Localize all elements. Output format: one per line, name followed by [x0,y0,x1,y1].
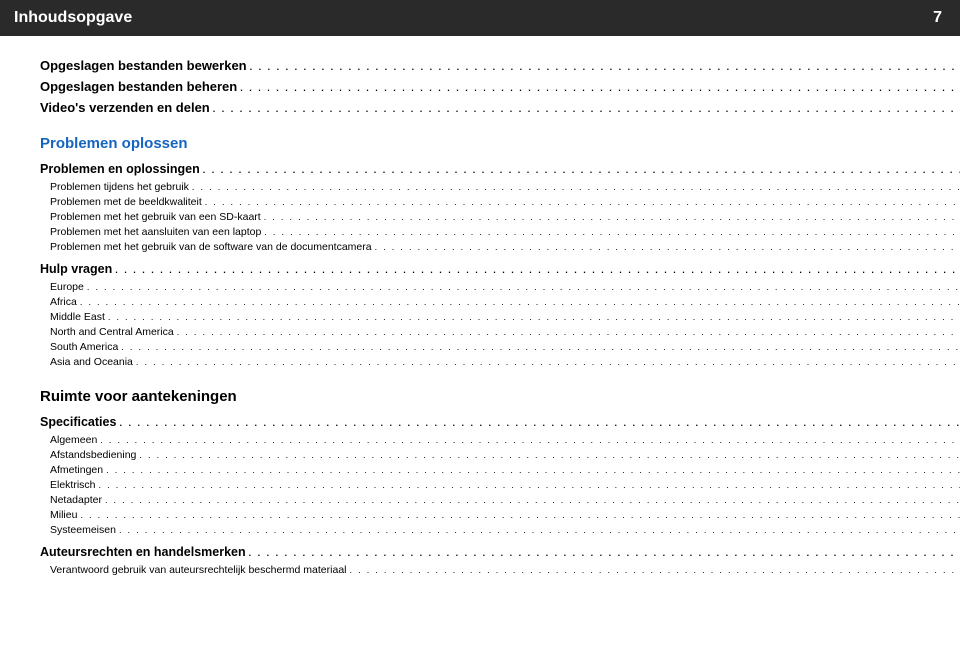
toc-label: Problemen met de beeldkwaliteit [50,196,202,208]
toc-label: Problemen met het aansluiten van een lap… [50,226,261,238]
toc-leader [372,242,960,252]
toc-leader [102,495,960,505]
toc-label: North and Central America [50,326,174,338]
toc-entry: Afmetingen 65 [40,464,960,476]
toc-entry: Systeemeisen 65 [40,524,960,536]
toc-label: Europe [50,281,84,293]
toc-entry: Algemeen 65 [40,434,960,446]
toc-leader [77,297,960,307]
toc-entry: Hulp vragen 54 [40,262,960,276]
section-heading: Ruimte voor aantekeningen [40,388,960,405]
toc-leader [261,227,960,237]
toc-label: Afmetingen [50,464,103,476]
toc-label: Systeemeisen [50,524,116,536]
toc-entry: Verantwoord gebruik van auteursrechtelij… [40,564,960,576]
toc-entry: Middle East 59 [40,311,960,323]
toc-leader [103,465,960,475]
toc-entry: Asia and Oceania 61 [40,356,960,368]
toc-leader [96,480,960,490]
toc-leader [347,565,960,575]
toc-label: Middle East [50,311,105,323]
section-heading: Problemen oplossen [40,135,960,152]
toc-label: Specificaties [40,415,116,429]
toc-leader [118,342,960,352]
toc-entry: Elektrisch 65 [40,479,960,491]
header-title: Inhoudsopgave [14,9,132,27]
toc-entry: Video's verzenden en delen 49 [40,100,960,115]
toc-label: Elektrisch [50,479,96,491]
toc-leader [189,182,960,192]
toc-entry: Afstandsbediening 65 [40,449,960,461]
toc-leader [174,327,960,337]
toc-entry: Specificaties 65 [40,415,960,429]
toc-leader [261,212,960,222]
toc-content: Opgeslagen bestanden bewerken 47 Opgesla… [0,36,960,599]
toc-label: Opgeslagen bestanden bewerken [40,58,247,73]
toc-entry: Netadapter 65 [40,494,960,506]
toc-entry: Problemen met de beeldkwaliteit 51 [40,196,960,208]
page-header: Inhoudsopgave 7 [0,0,960,36]
toc-label: Opgeslagen bestanden beheren [40,79,237,94]
toc-leader [97,435,960,445]
toc-leader [202,197,960,207]
toc-label: Problemen met het gebruik van een SD-kaa… [50,211,261,223]
toc-leader [77,510,960,520]
toc-leader [136,450,960,460]
toc-entry: Europe 54 [40,281,960,293]
toc-entry: Auteursrechten en handelsmerken 66 [40,545,960,559]
toc-entry: Opgeslagen bestanden beheren 48 [40,79,960,94]
toc-leader [116,418,960,428]
toc-entry: Africa 59 [40,296,960,308]
toc-leader [116,525,960,535]
toc-leader [200,165,960,175]
toc-leader [112,265,960,275]
toc-label: Asia and Oceania [50,356,133,368]
header-page-number: 7 [933,9,942,27]
toc-leader [247,62,960,72]
toc-entry: Problemen tijdens het gebruik 51 [40,181,960,193]
toc-entry: South America 60 [40,341,960,353]
toc-label: Netadapter [50,494,102,506]
toc-leader [105,312,960,322]
toc-label: Afstandsbediening [50,449,136,461]
toc-entry: Problemen met het gebruik van een SD-kaa… [40,211,960,223]
toc-leader [246,548,960,558]
toc-entry: Problemen met het gebruik van de softwar… [40,241,960,253]
toc-label: Video's verzenden en delen [40,100,210,115]
toc-label: Milieu [50,509,77,521]
toc-label: Verantwoord gebruik van auteursrechtelij… [50,564,347,576]
toc-label: Problemen tijdens het gebruik [50,181,189,193]
toc-entry: North and Central America 59 [40,326,960,338]
toc-entry: Milieu 65 [40,509,960,521]
toc-leader [133,357,960,367]
toc-label: Auteursrechten en handelsmerken [40,545,246,559]
toc-leader [210,104,960,114]
toc-label: South America [50,341,118,353]
toc-label: Problemen en oplossingen [40,162,200,176]
toc-entry: Problemen met het aansluiten van een lap… [40,226,960,238]
toc-label: Hulp vragen [40,262,112,276]
toc-label: Algemeen [50,434,97,446]
toc-leader [237,83,960,93]
toc-entry: Opgeslagen bestanden bewerken 47 [40,58,960,73]
toc-entry: Problemen en oplossingen 51 [40,162,960,176]
toc-column-left: Opgeslagen bestanden bewerken 47 Opgesla… [40,58,960,579]
toc-leader [84,282,960,292]
toc-label: Africa [50,296,77,308]
toc-label: Problemen met het gebruik van de softwar… [50,241,372,253]
